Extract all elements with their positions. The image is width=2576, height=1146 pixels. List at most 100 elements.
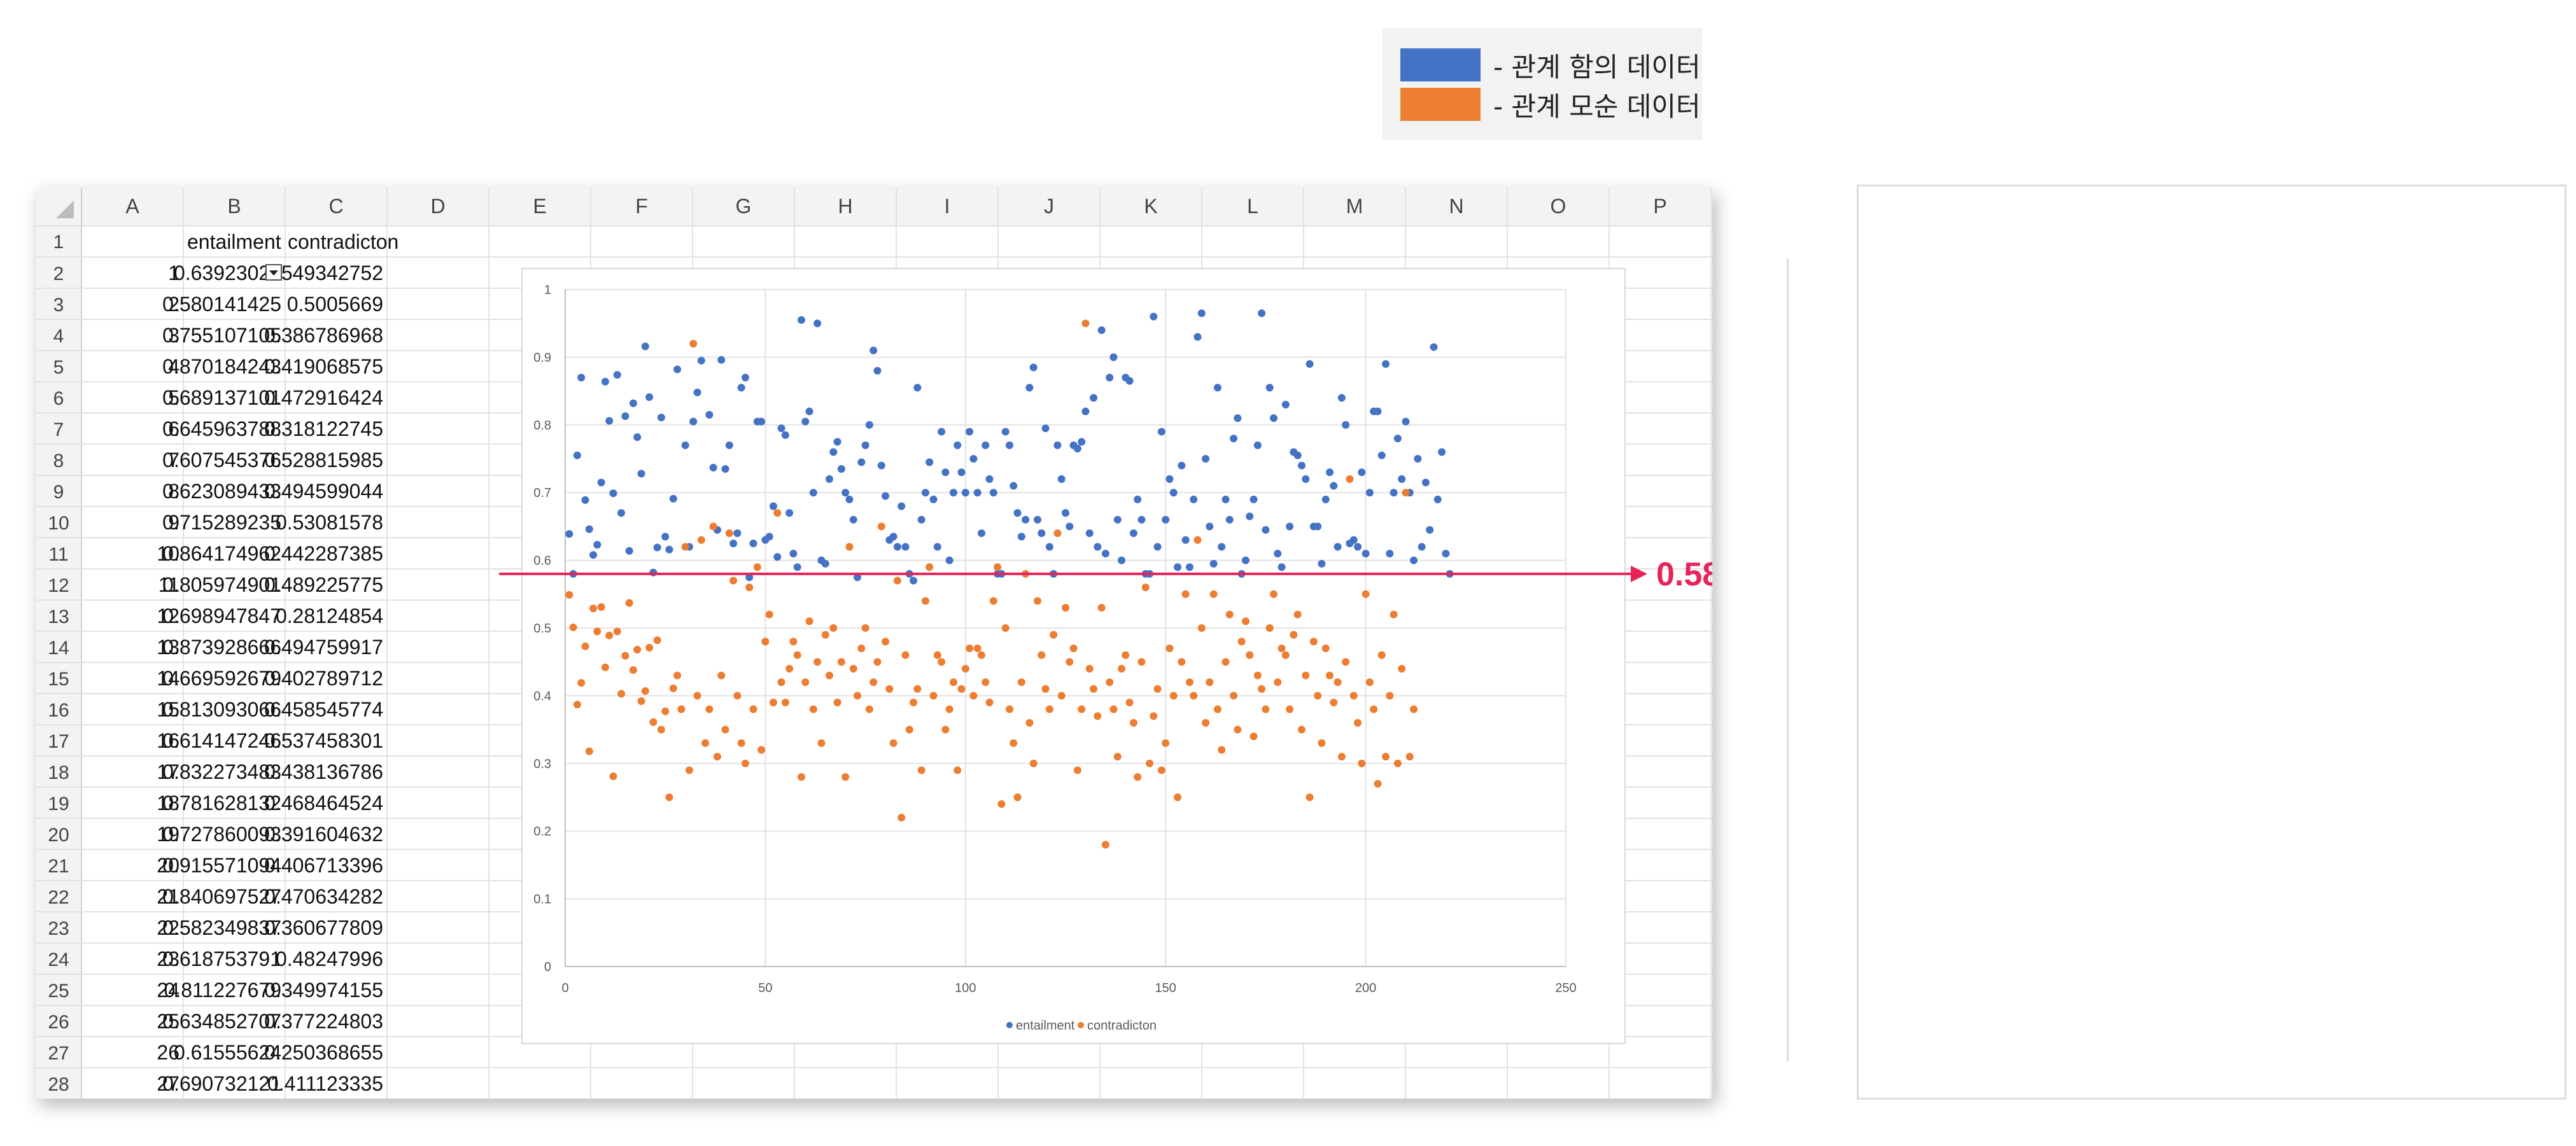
- row-number: 26: [48, 1012, 69, 1033]
- data-point-contradicton: [642, 687, 649, 695]
- data-point-entailment: [845, 496, 853, 503]
- data-point-contradicton: [1174, 793, 1181, 801]
- data-point-entailment: [966, 428, 973, 435]
- data-point-entailment: [946, 557, 954, 564]
- data-point-entailment: [1362, 550, 1370, 557]
- data-point-entailment: [869, 347, 877, 354]
- data-point-contradicton: [997, 800, 1005, 808]
- x-tick-label: 50: [758, 981, 772, 995]
- data-point-entailment: [1006, 442, 1013, 449]
- data-point-contradicton: [761, 638, 769, 645]
- cell-c: 0.442287385: [264, 542, 383, 565]
- data-point-contradicton: [733, 692, 741, 699]
- data-point-entailment: [689, 417, 697, 425]
- cell-b: 0.715289235: [162, 511, 281, 534]
- cell-c: 0.438136786: [264, 760, 383, 783]
- cell-b: 0.634852707: [162, 1010, 281, 1033]
- data-point-entailment: [726, 442, 733, 449]
- data-point-entailment: [577, 374, 585, 381]
- data-point-contradicton: [969, 692, 977, 699]
- cell-c: 0.468464524: [264, 792, 383, 814]
- data-point-contradicton: [633, 646, 641, 653]
- y-tick-label: 0.1: [533, 893, 551, 907]
- data-point-entailment: [1202, 455, 1209, 463]
- data-point-entailment: [621, 412, 629, 420]
- row-number: 25: [48, 981, 69, 1002]
- data-point-contradicton: [838, 658, 845, 666]
- data-point-contradicton: [1398, 665, 1405, 673]
- data-point-entailment: [978, 529, 985, 537]
- data-point-contradicton: [630, 666, 637, 674]
- data-point-contradicton: [1354, 719, 1362, 727]
- data-point-contradicton: [1178, 658, 1185, 666]
- data-point-entailment: [565, 530, 573, 538]
- data-point-contradicton: [1070, 645, 1078, 652]
- cell-c: 0.411123335: [267, 1072, 383, 1095]
- data-point-contradicton: [857, 645, 865, 652]
- data-point-entailment: [1062, 509, 1069, 517]
- data-point-contradicton: [593, 627, 601, 635]
- row-number: 17: [48, 731, 69, 752]
- cell-c: 0.472916424: [264, 386, 383, 409]
- data-point-contradicton: [1366, 678, 1374, 686]
- data-point-entailment: [1298, 462, 1306, 470]
- data-point-contradicton: [910, 699, 917, 706]
- data-point-entailment: [1162, 516, 1169, 524]
- y-tick-label: 0.4: [533, 689, 551, 703]
- data-point-entailment: [1106, 374, 1113, 381]
- data-point-entailment: [605, 417, 613, 424]
- row-number: 6: [53, 388, 64, 409]
- data-point-entailment: [910, 577, 917, 585]
- blank-panel: [1857, 185, 2566, 1100]
- data-point-entailment: [1102, 550, 1109, 557]
- data-point-contradicton: [1306, 793, 1314, 801]
- data-point-entailment: [1126, 377, 1134, 385]
- data-point-entailment: [1206, 522, 1213, 530]
- y-tick-label: 0.2: [533, 825, 551, 839]
- data-point-contradicton: [1014, 793, 1022, 801]
- data-point-contradicton: [885, 685, 893, 693]
- column-header-H: H: [838, 195, 852, 218]
- data-point-entailment: [1422, 479, 1430, 486]
- data-point-contradicton: [929, 692, 937, 699]
- data-point-contradicton: [710, 522, 717, 530]
- data-point-contradicton: [873, 658, 881, 666]
- data-point-contradicton: [1150, 712, 1157, 720]
- data-point-contradicton: [1010, 739, 1017, 747]
- data-point-entailment: [810, 489, 817, 496]
- data-point-entailment: [850, 516, 857, 524]
- data-point-contradicton: [966, 645, 973, 652]
- data-point-entailment: [614, 371, 621, 379]
- data-point-entailment: [670, 495, 677, 503]
- data-point-entailment: [1358, 468, 1365, 476]
- data-point-entailment: [722, 465, 729, 473]
- data-point-contradicton: [890, 739, 897, 747]
- data-point-entailment: [1426, 526, 1433, 534]
- data-point-entailment: [1002, 428, 1010, 435]
- legend-label-entailment: - 관계 함의 데이터: [1493, 46, 1701, 85]
- data-point-entailment: [1314, 522, 1321, 530]
- cell-c: 0.391604632: [264, 823, 383, 846]
- data-point-contradicton: [1190, 692, 1197, 699]
- cell-b: 0.915571094: [162, 854, 281, 877]
- data-point-contradicton: [589, 604, 597, 612]
- data-point-entailment: [574, 452, 581, 459]
- data-point-contradicton: [1165, 645, 1173, 652]
- data-point-entailment: [1318, 560, 1325, 568]
- cell-b: 0.813093066: [162, 698, 281, 721]
- data-point-entailment: [1418, 543, 1426, 550]
- data-point-contradicton: [626, 599, 633, 607]
- data-point-entailment: [990, 489, 997, 496]
- cell-b: 0.873928666: [162, 636, 281, 659]
- data-point-entailment: [586, 526, 593, 533]
- data-point-entailment: [705, 411, 713, 419]
- x-tick-label: 150: [1155, 981, 1176, 995]
- data-point-contradicton: [673, 671, 681, 679]
- data-point-entailment: [1137, 516, 1145, 524]
- cell-b: 0.618753791: [162, 947, 281, 970]
- data-point-entailment: [1302, 475, 1309, 483]
- data-point-contradicton: [1358, 760, 1365, 767]
- cell-b: 0.689137101: [162, 386, 281, 409]
- cell-c: 0.349974155: [264, 979, 383, 1002]
- data-point-entailment: [694, 389, 701, 396]
